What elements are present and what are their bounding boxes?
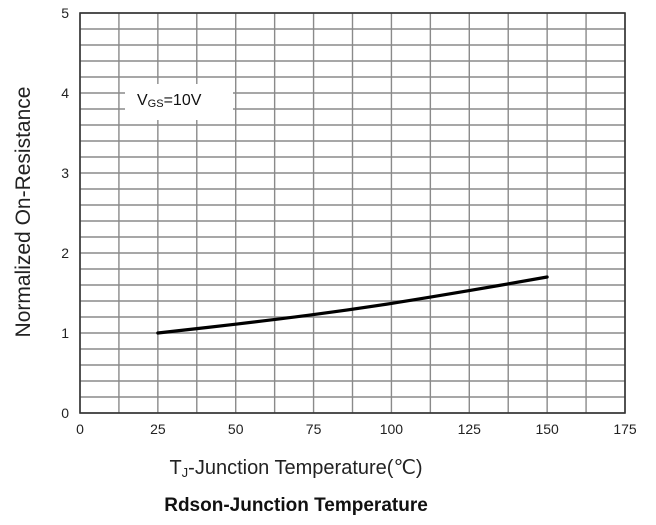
x-axis-label-main: T (169, 457, 182, 479)
annotation-sub: GS (147, 98, 164, 110)
series-lines (156, 275, 549, 335)
x-axis-label: TJ-Junction Temperature(℃) (0, 455, 656, 480)
chart-title: Rdson-Junction Temperature (0, 495, 656, 517)
y-axis-label: Normalized On-Resistance (12, 87, 35, 338)
y-tick-label: 2 (61, 245, 69, 261)
y-tick-label: 5 (61, 5, 69, 21)
plot-frame (79, 12, 626, 414)
annotation-rest: =10V (163, 92, 202, 109)
axes (79, 12, 626, 414)
y-tick-label: 1 (61, 325, 69, 341)
tick-labels: 0 25 50 75 100 125 150 175 0 1 2 3 4 5 (61, 5, 637, 437)
series-line (156, 275, 549, 335)
y-tick-label: 3 (61, 165, 69, 181)
chart-title-text: Rdson-Junction Temperature (164, 495, 428, 516)
x-tick-label: 150 (535, 421, 559, 437)
y-tick-label: 0 (61, 405, 69, 421)
annotation-main: V (137, 92, 148, 109)
x-tick-label: 100 (380, 421, 404, 437)
vgs-annotation: VGS=10V (125, 84, 233, 120)
x-tick-label: 125 (458, 421, 482, 437)
x-axis-label-rest: -Junction Temperature(℃) (188, 457, 423, 479)
x-tick-label: 175 (613, 421, 637, 437)
x-tick-label: 0 (76, 421, 84, 437)
y-tick-label: 4 (61, 85, 69, 101)
grid (79, 12, 626, 414)
x-axis-label-sub: J (181, 465, 189, 480)
x-tick-label: 75 (306, 421, 322, 437)
x-tick-label: 25 (150, 421, 166, 437)
x-tick-label: 50 (228, 421, 244, 437)
